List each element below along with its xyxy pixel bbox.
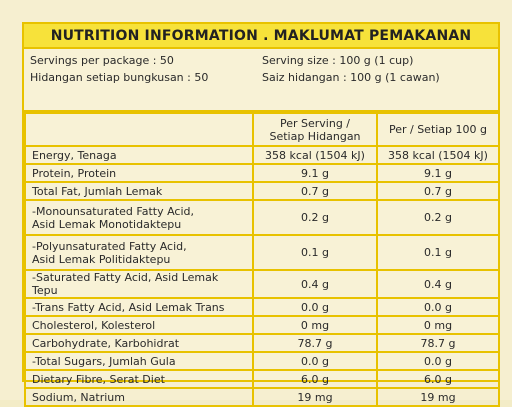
- table-row: Dietary Fibre, Serat Diet 6.0 g 6.0 g: [24, 369, 500, 389]
- table-row: -Monounsaturated Fatty Acid, Asid Lemak M…: [24, 199, 500, 236]
- nutrient-name-cell: Dietary Fibre, Serat Diet: [24, 369, 254, 389]
- per-serving-value: 0.7 g: [252, 181, 378, 201]
- nutrient-name: Total Fat, Jumlah Lemak: [32, 184, 163, 198]
- nutrient-name: Cholesterol, Kolesterol: [32, 318, 156, 332]
- per-serving-value: 0 mg: [252, 315, 378, 335]
- per-serving-value: 0.1 g: [252, 234, 378, 271]
- table-row: Energy, Tenaga 358 kcal (1504 kJ) 358 kcal…: [24, 145, 500, 165]
- header-per-serving: Per Serving / Setiap Hidangan: [252, 112, 378, 147]
- per-serving-value: 9.1 g: [252, 163, 378, 183]
- per-100g-value: 9.1 g: [376, 163, 500, 183]
- table-row: Sodium, Natrium 19 mg 19 mg: [24, 387, 500, 407]
- nutrient-name-cell: Carbohydrate, Karbohidrat: [24, 333, 254, 353]
- header-per-serving-en: Per Serving /: [279, 116, 351, 130]
- table-row: Carbohydrate, Karbohidrat 78.7 g 78.7 g: [24, 333, 500, 353]
- per-serving-value: 0.0 g: [252, 297, 378, 317]
- label-title: NUTRITION INFORMATION . MAKLUMAT PEMAKAN…: [24, 24, 498, 49]
- nutrition-table: Per Serving / Setiap Hidangan Per / Seti…: [24, 112, 500, 407]
- nutrient-name: Dietary Fibre, Serat Diet: [32, 372, 165, 386]
- table-header-row: Per Serving / Setiap Hidangan Per / Seti…: [24, 112, 500, 147]
- per-serving-value: 0.4 g: [252, 269, 378, 299]
- table-row: Cholesterol, Kolesterol 0 mg 0 mg: [24, 315, 500, 335]
- nutrient-name: -Saturated Fatty Acid, Asid Lemak Tepu: [32, 271, 219, 297]
- per-serving-value: 19 mg: [252, 387, 378, 407]
- serving-size: Serving size : 100 g (1 cup): [262, 54, 414, 67]
- header-per-100g: Per / Setiap 100 g: [376, 112, 500, 147]
- nutrient-name: Sodium, Natrium: [32, 390, 125, 404]
- per-100g-value: 6.0 g: [376, 369, 500, 389]
- per-serving-value: 6.0 g: [252, 369, 378, 389]
- nutrient-name-cell: -Monounsaturated Fatty Acid, Asid Lemak M…: [24, 199, 254, 236]
- nutrient-name-cell: Cholesterol, Kolesterol: [24, 315, 254, 335]
- nutrient-name: -Monounsaturated Fatty Acid,: [32, 204, 195, 218]
- per-serving-value: 0.2 g: [252, 199, 378, 236]
- nutrient-name-cell: -Total Sugars, Jumlah Gula: [24, 351, 254, 371]
- header-per-serving-ms: Setiap Hidangan: [269, 129, 361, 143]
- table-row: Total Fat, Jumlah Lemak 0.7 g 0.7 g: [24, 181, 500, 201]
- per-serving-value: 358 kcal (1504 kJ): [252, 145, 378, 165]
- nutrient-name-ms: Asid Lemak Politidaktepu: [32, 252, 171, 266]
- per-serving-value: 0.0 g: [252, 351, 378, 371]
- nutrient-name-cell: Energy, Tenaga: [24, 145, 254, 165]
- servings-per-package: Servings per package : 50: [30, 54, 174, 67]
- nutrition-label: NUTRITION INFORMATION . MAKLUMAT PEMAKAN…: [22, 22, 500, 407]
- nutrient-name: -Total Sugars, Jumlah Gula: [32, 354, 176, 368]
- servings-per-package-ms: Hidangan setiap bungkusan : 50: [30, 71, 209, 84]
- per-100g-value: 0 mg: [376, 315, 500, 335]
- nutrient-name: -Polyunsaturated Fatty Acid,: [32, 239, 187, 253]
- per-100g-value: 0.4 g: [376, 269, 500, 299]
- per-100g-value: 0.0 g: [376, 297, 500, 317]
- nutrient-name-cell: Protein, Protein: [24, 163, 254, 183]
- table-row: -Polyunsaturated Fatty Acid, Asid Lemak P…: [24, 234, 500, 271]
- nutrient-name-cell: -Saturated Fatty Acid, Asid Lemak Tepu: [24, 269, 254, 299]
- per-100g-value: 0.0 g: [376, 351, 500, 371]
- nutrient-name-cell: Sodium, Natrium: [24, 387, 254, 407]
- per-serving-value: 78.7 g: [252, 333, 378, 353]
- table-row: -Total Sugars, Jumlah Gula 0.0 g 0.0 g: [24, 351, 500, 371]
- per-100g-value: 0.2 g: [376, 199, 500, 236]
- per-100g-value: 19 mg: [376, 387, 500, 407]
- nutrient-name: Energy, Tenaga: [32, 148, 117, 162]
- serving-size-ms: Saiz hidangan : 100 g (1 cawan): [262, 71, 440, 84]
- nutrient-name-cell: -Trans Fatty Acid, Asid Lemak Trans: [24, 297, 254, 317]
- nutrient-name: Carbohydrate, Karbohidrat: [32, 336, 180, 350]
- nutrient-name: -Trans Fatty Acid, Asid Lemak Trans: [32, 300, 225, 314]
- table-row: -Saturated Fatty Acid, Asid Lemak Tepu 0.…: [24, 269, 500, 299]
- per-100g-value: 78.7 g: [376, 333, 500, 353]
- nutrient-name: Protein, Protein: [32, 166, 117, 180]
- per-100g-value: 358 kcal (1504 kJ): [376, 145, 500, 165]
- nutrient-name-ms: Asid Lemak Monotidaktepu: [32, 217, 182, 231]
- nutrient-name-cell: Total Fat, Jumlah Lemak: [24, 181, 254, 201]
- table-row: -Trans Fatty Acid, Asid Lemak Trans 0.0 g…: [24, 297, 500, 317]
- servings-section: Servings per package : 50 Hidangan setia…: [24, 49, 498, 112]
- header-nutrient: [24, 112, 254, 147]
- table-row: Protein, Protein 9.1 g 9.1 g: [24, 163, 500, 183]
- per-100g-value: 0.1 g: [376, 234, 500, 271]
- nutrient-name-cell: -Polyunsaturated Fatty Acid, Asid Lemak P…: [24, 234, 254, 271]
- per-100g-value: 0.7 g: [376, 181, 500, 201]
